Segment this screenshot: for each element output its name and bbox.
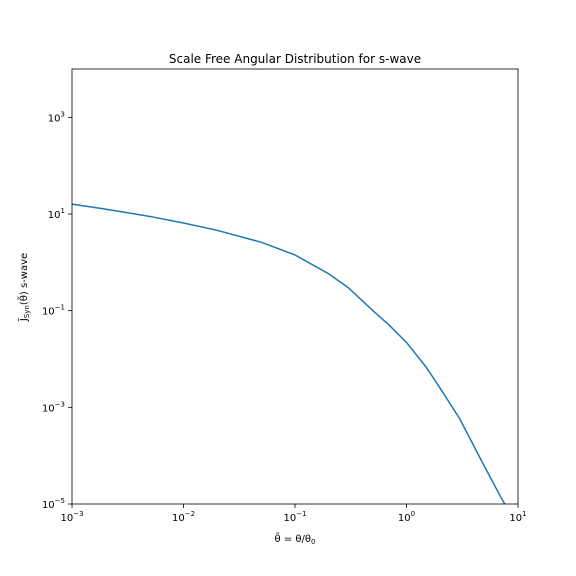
y-tick-label: 101 (48, 207, 65, 221)
y-tick-label: 10−5 (42, 497, 65, 511)
series-line (71, 203, 506, 505)
y-axis: 10−5 10−3 10−1 101 103 (42, 110, 72, 511)
y-tick-label: 10−1 (42, 304, 65, 318)
y-axis-label: J̃Syn(θ̃) s-wave (16, 253, 31, 322)
x-axis-label: θ̃ = θ/θ0 (275, 531, 316, 546)
chart-title: Scale Free Angular Distribution for s-wa… (169, 52, 421, 66)
x-tick-label: 101 (509, 510, 526, 524)
y-tick-label: 103 (48, 110, 65, 124)
x-axis: 10−3 10−2 10−1 100 101 (60, 504, 527, 524)
x-tick-label: 10−3 (60, 510, 83, 524)
x-tick-label: 100 (398, 510, 415, 524)
x-tick-label: 10−1 (283, 510, 306, 524)
x-tick-label: 10−2 (172, 510, 195, 524)
y-tick-label: 10−3 (42, 400, 65, 414)
plot-line-group (71, 203, 506, 505)
